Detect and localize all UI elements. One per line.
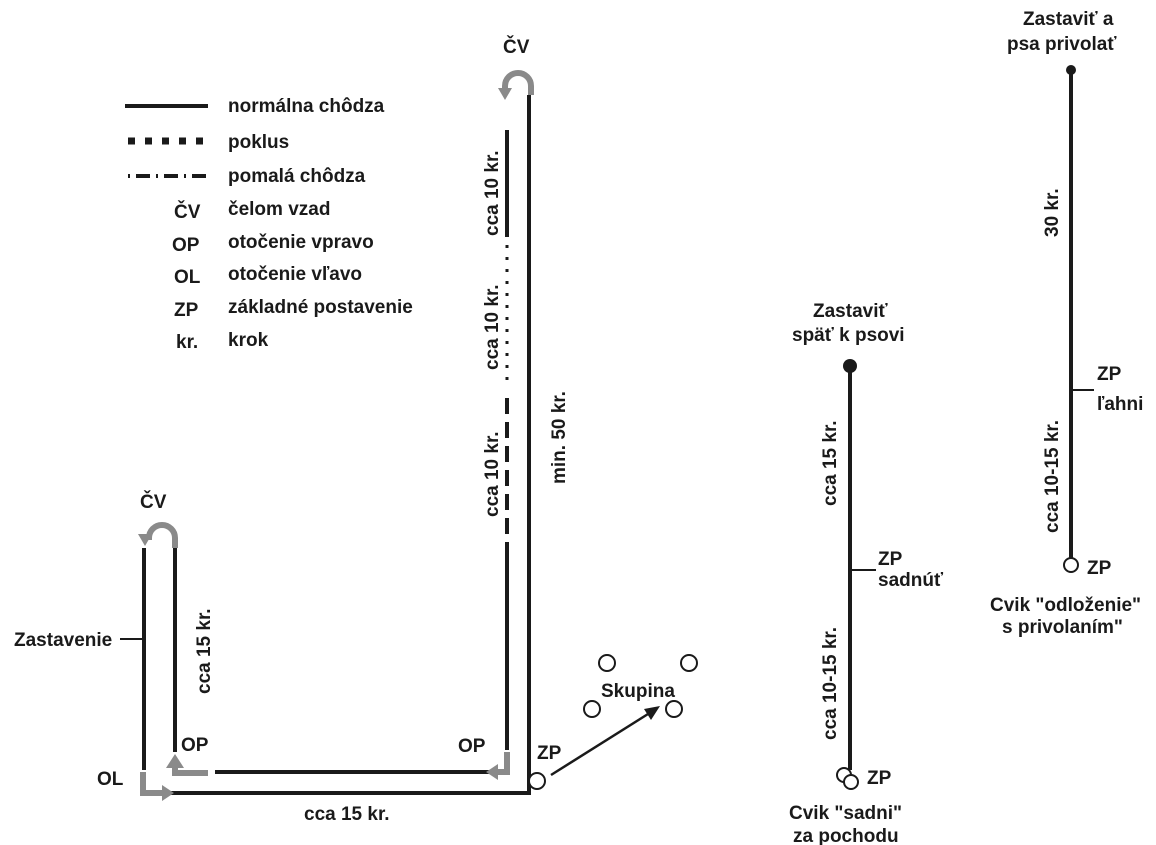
op-turn-arrow-left <box>172 766 208 776</box>
odlozenie-zp-bottom-label: ZP <box>1087 558 1112 579</box>
ol-turn-arrowhead <box>162 785 174 801</box>
op-turn-arrow-right <box>494 752 510 775</box>
odlozenie-stop-line1: Zastaviť a <box>1023 9 1114 30</box>
min50-label: min. 50 kr. <box>549 391 570 484</box>
op-turn-arrowhead-left <box>166 754 184 768</box>
course: ČV cca 10 kr. cca 10 kr. cca 10 kr. min.… <box>14 36 698 825</box>
odlozenie-upper-label: 30 kr. <box>1042 188 1063 237</box>
legend-text-op: otočenie vpravo <box>228 232 374 253</box>
seg-label-mid: cca 10 kr. <box>482 284 503 370</box>
legend-symbol-op: OP <box>172 235 200 256</box>
legend-symbol-ol: OL <box>174 267 201 288</box>
sadni-sadnut-label: sadnúť <box>878 570 944 591</box>
legend: ČV OP OL ZP kr. normálna chôdza poklus p… <box>125 96 413 353</box>
odlozenie-caption-line1: Cvik "odloženie" <box>990 595 1141 616</box>
cv-label-left: ČV <box>140 491 167 513</box>
legend-text-zp: základné postavenie <box>228 297 413 318</box>
op-label-left: OP <box>181 735 209 756</box>
odlozenie-stop-line2: psa privolať <box>1007 34 1117 55</box>
group-person-circle <box>665 700 683 718</box>
cv-label-top: ČV <box>503 36 530 58</box>
legend-symbol-zp: ZP <box>174 300 199 321</box>
ol-label: OL <box>97 769 124 790</box>
group-person-circle <box>680 654 698 672</box>
legend-text-kr: krok <box>228 330 269 351</box>
op-turn-arrowhead-right <box>486 764 498 780</box>
legend-text-normal: normálna chôdza <box>228 96 385 117</box>
left-15-label: cca 15 kr. <box>194 608 215 694</box>
cv-turn-arrow-top <box>502 70 534 95</box>
odlozenie-exercise: Zastaviť a psa privolať ZP ľahni 30 kr. … <box>990 9 1143 638</box>
zastavenie-label: Zastavenie <box>14 630 112 651</box>
sadni-zp-mid-label: ZP <box>878 549 903 570</box>
skupina-arrowhead <box>644 706 660 720</box>
sadni-caption-line2: za pochodu <box>793 826 899 845</box>
seg-label-low: cca 10 kr. <box>482 431 503 517</box>
odlozenie-lower-label: cca 10-15 kr. <box>1042 420 1063 533</box>
zp-start-label: ZP <box>537 743 562 764</box>
ol-turn-arrow <box>140 772 162 796</box>
zp-start-circle <box>528 772 546 790</box>
legend-text-ol: otočenie vľavo <box>228 264 362 285</box>
sadni-dog-circle <box>843 774 859 790</box>
op-label-right: OP <box>458 736 486 757</box>
odlozenie-lahni-label: ľahni <box>1097 394 1143 415</box>
sadni-caption-line1: Cvik "sadni" <box>789 803 902 824</box>
skupina-label: Skupina <box>601 681 675 702</box>
skupina-arrow-line <box>550 712 649 777</box>
legend-text-trot: poklus <box>228 132 289 153</box>
seg-label-top: cca 10 kr. <box>482 150 503 236</box>
group-person-circle <box>598 654 616 672</box>
sadni-upper-label: cca 15 kr. <box>820 420 841 506</box>
sadni-stop-line2: späť k psovi <box>792 325 905 346</box>
sadni-lower-label: cca 10-15 kr. <box>820 627 841 740</box>
bottom-15-label: cca 15 kr. <box>304 804 390 825</box>
group-person-circle <box>583 700 601 718</box>
cv-turn-arrowhead-left <box>138 534 152 546</box>
legend-symbol-cv: ČV <box>174 201 201 223</box>
cv-turn-arrow-left <box>146 522 178 548</box>
sadni-zp-bottom-label: ZP <box>867 768 892 789</box>
cv-turn-arrowhead-top <box>498 88 512 100</box>
sadni-stop-line1: Zastaviť <box>813 301 888 322</box>
odlozenie-zp-circle <box>1063 557 1079 573</box>
odlozenie-zp-mid-label: ZP <box>1097 364 1122 385</box>
odlozenie-caption-line2: s privolaním" <box>1002 617 1123 638</box>
legend-text-slow: pomalá chôdza <box>228 166 366 187</box>
legend-text-cv: čelom vzad <box>228 199 330 220</box>
sadni-exercise: Zastaviť späť k psovi ZP sadnúť cca 15 k… <box>789 301 944 845</box>
legend-symbol-kr: kr. <box>176 332 198 353</box>
